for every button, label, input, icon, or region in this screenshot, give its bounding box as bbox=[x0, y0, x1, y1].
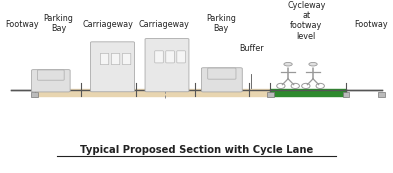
Text: Footway: Footway bbox=[5, 20, 39, 29]
FancyBboxPatch shape bbox=[177, 51, 185, 63]
Circle shape bbox=[309, 62, 317, 66]
FancyBboxPatch shape bbox=[208, 68, 236, 79]
FancyBboxPatch shape bbox=[90, 42, 134, 92]
Text: Parking
Bay: Parking Bay bbox=[44, 14, 73, 33]
Text: Parking
Bay: Parking Bay bbox=[206, 14, 236, 33]
Bar bbox=[31, 92, 38, 97]
FancyBboxPatch shape bbox=[145, 39, 189, 92]
Circle shape bbox=[284, 62, 292, 66]
Text: Cycleway
at
footway
level: Cycleway at footway level bbox=[287, 1, 325, 41]
Text: Footway: Footway bbox=[354, 20, 388, 29]
Text: Buffer: Buffer bbox=[239, 44, 264, 53]
FancyBboxPatch shape bbox=[37, 70, 64, 80]
Bar bbox=[378, 92, 385, 97]
Text: Typical Proposed Section with Cycle Lane: Typical Proposed Section with Cycle Lane bbox=[80, 145, 313, 155]
Bar bbox=[35, 89, 270, 96]
FancyBboxPatch shape bbox=[31, 70, 70, 92]
FancyBboxPatch shape bbox=[155, 51, 163, 63]
FancyBboxPatch shape bbox=[122, 53, 131, 65]
Bar bbox=[270, 89, 346, 96]
Bar bbox=[267, 92, 274, 97]
Text: Carriageway: Carriageway bbox=[139, 20, 190, 29]
FancyBboxPatch shape bbox=[202, 68, 242, 92]
Bar bbox=[343, 92, 349, 97]
Text: Carriageway: Carriageway bbox=[82, 20, 133, 29]
FancyBboxPatch shape bbox=[100, 53, 109, 65]
FancyBboxPatch shape bbox=[111, 53, 120, 65]
FancyBboxPatch shape bbox=[166, 51, 174, 63]
